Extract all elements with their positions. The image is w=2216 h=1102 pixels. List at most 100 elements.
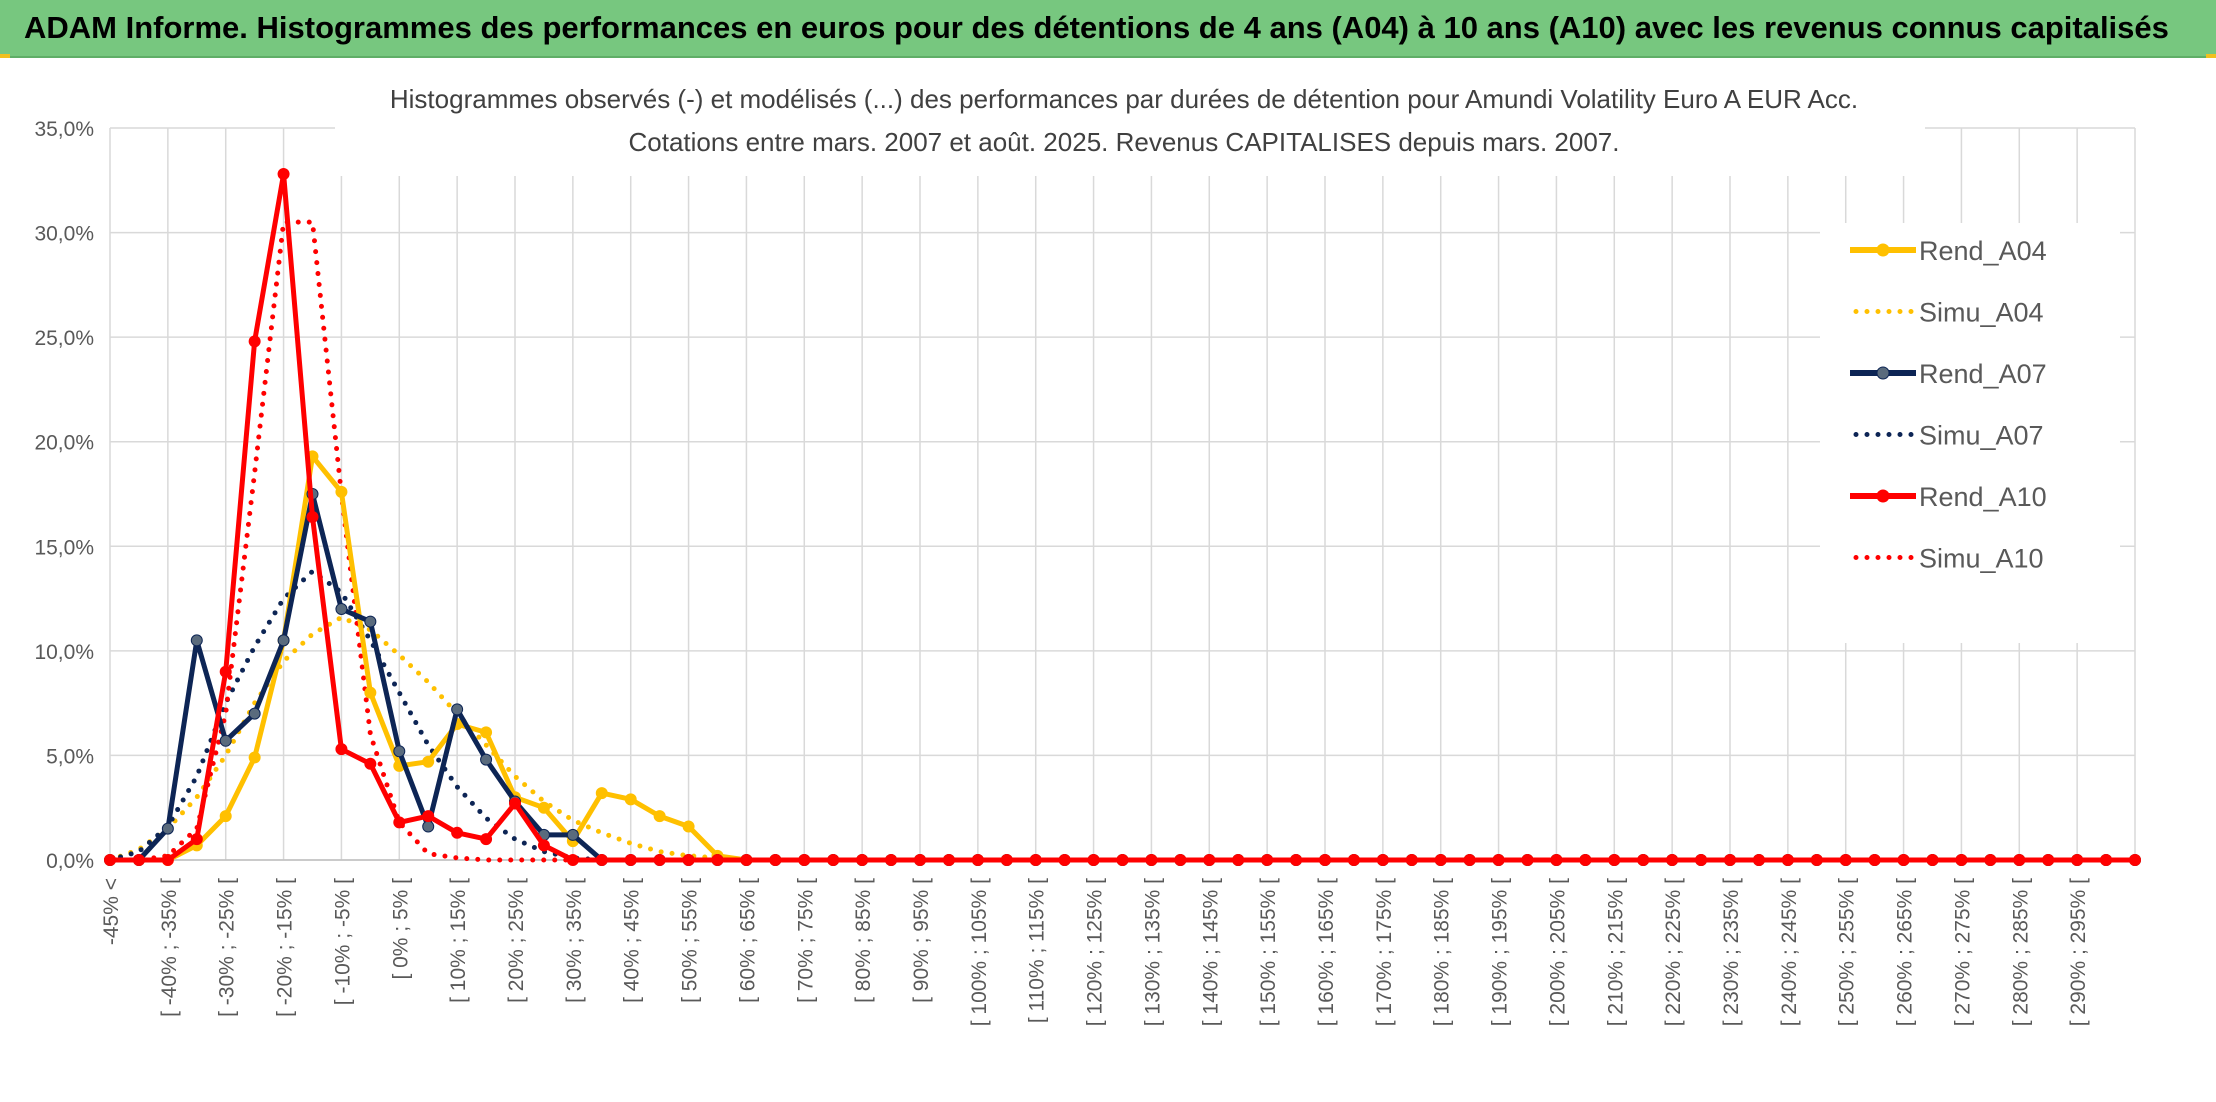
data-point-rend-a10 <box>2100 854 2113 866</box>
data-point-rend-a10 <box>132 854 145 866</box>
data-point-rend-a07 <box>219 734 232 747</box>
data-point-rend-a04 <box>364 686 377 699</box>
y-tick-label: 35,0% <box>34 118 94 141</box>
data-point-rend-a04 <box>653 810 666 823</box>
x-tick-label: [ 80% ; 85% [ <box>852 878 875 1003</box>
data-point-rend-a10 <box>653 854 666 866</box>
data-point-rend-a07 <box>480 753 493 766</box>
banner-corner-left <box>0 54 10 58</box>
data-point-rend-a04 <box>595 787 608 800</box>
data-point-rend-a10 <box>914 854 926 866</box>
x-tick-label: [ 240% ; 245% [ <box>1778 878 1801 1026</box>
chart-area: 0,0% 5,0% 10,0% 15,0% 20,0% 25,0% 30,0% 35,0% -… <box>0 58 2216 1102</box>
x-tick-label: [ 180% ; 185% [ <box>1431 878 1454 1026</box>
data-point-rend-a10 <box>711 854 724 866</box>
data-point-rend-a10 <box>1579 854 1592 866</box>
data-point-rend-a07 <box>422 820 435 833</box>
data-point-rend-a10 <box>595 854 608 866</box>
data-point-rend-a04 <box>480 726 493 739</box>
legend-label-simu-a10: Simu_A10 <box>1919 544 2044 574</box>
data-point-rend-a07 <box>161 822 174 835</box>
data-point-rend-a10 <box>1724 854 1736 866</box>
data-point-rend-a10 <box>1984 854 1997 866</box>
x-tick-label: [ 20% ; 25% [ <box>505 878 528 1003</box>
legend-label-rend-a10: Rend_A10 <box>1919 482 2047 512</box>
data-point-rend-a10 <box>537 839 550 852</box>
data-point-rend-a10 <box>364 757 377 770</box>
data-point-rend-a10 <box>1434 854 1447 866</box>
legend-label-simu-a07: Simu_A07 <box>1919 421 2044 451</box>
data-point-rend-a07 <box>451 703 464 716</box>
data-point-rend-a10 <box>1637 854 1650 866</box>
data-point-rend-a10 <box>827 854 840 866</box>
x-tick-label: [ 10% ; 15% [ <box>447 878 470 1003</box>
x-tick-label: [ 40% ; 45% [ <box>621 878 644 1003</box>
chart-title: Histogrammes observés (-) et modélisés (… <box>390 84 1858 114</box>
data-point-rend-a10 <box>277 168 290 181</box>
legend-label-rend-a04: Rend_A04 <box>1919 236 2047 266</box>
data-point-rend-a07 <box>364 615 377 628</box>
x-tick-label: [ 130% ; 135% [ <box>1141 878 1164 1026</box>
data-point-rend-a10 <box>1926 854 1939 866</box>
data-point-rend-a10 <box>1029 854 1042 866</box>
x-axis: -45% < [ -40% ; -35% [[ -30% ; -25% [[ -2… <box>100 859 2135 1026</box>
chart-subtitle: Cotations entre mars. 2007 et août. 2025… <box>629 127 1620 157</box>
data-point-rend-a07 <box>393 745 406 758</box>
y-tick-label: 10,0% <box>34 641 94 664</box>
data-point-rend-a10 <box>104 854 116 866</box>
data-point-rend-a10 <box>422 810 435 823</box>
data-point-rend-a10 <box>335 743 348 756</box>
data-point-rend-a10 <box>1058 854 1071 866</box>
chart-series <box>104 168 2141 866</box>
y-tick-label: 30,0% <box>34 223 94 246</box>
data-point-rend-a10 <box>306 511 319 524</box>
y-tick-label: 25,0% <box>34 327 94 350</box>
y-tick-label: 0,0% <box>46 850 94 873</box>
legend-marker-rend-a07 <box>1876 366 1890 380</box>
data-point-rend-a10 <box>1955 854 1968 866</box>
data-point-rend-a10 <box>509 797 521 810</box>
data-point-rend-a10 <box>190 833 203 846</box>
data-point-rend-a07 <box>190 634 203 647</box>
data-point-rend-a10 <box>1897 854 1910 866</box>
data-point-rend-a04 <box>682 820 695 833</box>
x-tick-label: [ 170% ; 175% [ <box>1373 878 1396 1026</box>
data-point-rend-a10 <box>942 854 955 866</box>
legend-marker-rend-a10 <box>1876 489 1890 503</box>
data-point-rend-a10 <box>740 854 753 866</box>
legend-marker-rend-a04 <box>1876 243 1890 257</box>
title-background <box>335 66 1925 176</box>
data-point-rend-a10 <box>1608 854 1621 866</box>
x-tick-label: [ 60% ; 65% [ <box>736 878 759 1003</box>
x-tick-label: [ 190% ; 195% [ <box>1489 878 1512 1026</box>
x-tick-label: [ -20% ; -15% [ <box>274 878 297 1017</box>
data-point-rend-a10 <box>1463 854 1476 866</box>
x-tick-label: [ 210% ; 215% [ <box>1604 878 1627 1026</box>
x-tick-label: [ 100% ; 105% [ <box>968 878 991 1026</box>
data-point-rend-a07 <box>335 603 348 616</box>
x-tick-label: [ 290% ; 295% [ <box>2067 878 2090 1026</box>
data-point-rend-a10 <box>1145 854 1158 866</box>
data-point-rend-a10 <box>1492 854 1505 866</box>
y-tick-label: 5,0% <box>46 745 94 768</box>
data-point-rend-a10 <box>798 854 811 866</box>
data-point-rend-a10 <box>1376 854 1389 866</box>
y-tick-label: 15,0% <box>34 536 94 559</box>
x-tick-label: [ -30% ; -25% [ <box>216 878 239 1017</box>
x-tick-label: [ 260% ; 265% [ <box>1894 878 1917 1026</box>
data-point-rend-a10 <box>1810 854 1823 866</box>
data-point-rend-a07 <box>277 634 290 647</box>
data-point-rend-a04 <box>624 793 637 806</box>
legend-box <box>1820 223 2120 643</box>
x-tick-label: [ 230% ; 235% [ <box>1720 878 1743 1026</box>
data-point-rend-a10 <box>480 833 493 846</box>
x-tick-label: [ 270% ; 275% [ <box>1951 878 1974 1026</box>
data-point-rend-a10 <box>1290 854 1303 866</box>
x-tick-label: [ 150% ; 155% [ <box>1257 878 1280 1026</box>
data-point-rend-a10 <box>1232 854 1245 866</box>
x-tick-label: [ -40% ; -35% [ <box>158 878 181 1017</box>
data-point-rend-a07 <box>248 707 261 720</box>
data-point-rend-a10 <box>2042 854 2055 866</box>
data-point-rend-a10 <box>1839 854 1852 866</box>
data-point-rend-a10 <box>971 854 984 866</box>
